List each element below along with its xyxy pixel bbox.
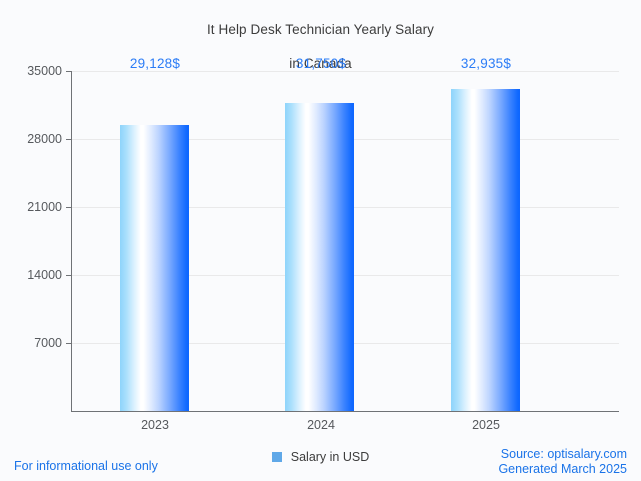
chart-title-line-1: It Help Desk Technician Yearly Salary <box>206 22 435 37</box>
plot-area <box>66 71 619 412</box>
bar-2023[interactable] <box>120 125 189 411</box>
value-label-2024: 31,750$ <box>295 56 347 71</box>
y-tick-label-28000: 28000 <box>27 132 62 146</box>
y-tick-label-14000: 14000 <box>27 268 62 282</box>
source-attribution: Source: optisalary.com Generated March 2… <box>498 447 627 477</box>
y-axis-line <box>71 71 72 412</box>
y-tick-mark-14000 <box>66 275 71 276</box>
value-label-2025: 32,935$ <box>460 56 512 71</box>
x-tick-label-2023: 2023 <box>141 418 169 432</box>
legend-item-label: Salary in USD <box>290 450 370 464</box>
x-tick-label-2025: 2025 <box>472 418 500 432</box>
y-tick-label-35000: 35000 <box>27 64 62 78</box>
y-tick-mark-28000 <box>66 139 71 140</box>
bar-2024[interactable] <box>285 103 354 411</box>
gridline-35000 <box>71 71 619 72</box>
source-text: Source: optisalary.com <box>500 447 627 461</box>
informational-note: For informational use only <box>14 459 158 473</box>
value-label-2023: 29,128$ <box>129 56 181 71</box>
legend-swatch-icon <box>271 452 282 462</box>
y-tick-mark-21000 <box>66 207 71 208</box>
y-tick-mark-35000 <box>66 71 71 72</box>
bar-2025[interactable] <box>451 89 520 411</box>
y-tick-label-21000: 21000 <box>27 200 62 214</box>
generated-date-text: Generated March 2025 <box>498 462 627 476</box>
y-tick-mark-7000 <box>66 343 71 344</box>
chart-legend: Salary in USD <box>0 450 641 464</box>
y-tick-label-7000: 7000 <box>34 336 62 350</box>
chart-title: It Help Desk Technician Yearly Salary in… <box>0 4 641 72</box>
x-axis-line <box>71 411 619 412</box>
chart-title-line-2: in Canada <box>289 56 352 71</box>
x-tick-label-2024: 2024 <box>307 418 335 432</box>
